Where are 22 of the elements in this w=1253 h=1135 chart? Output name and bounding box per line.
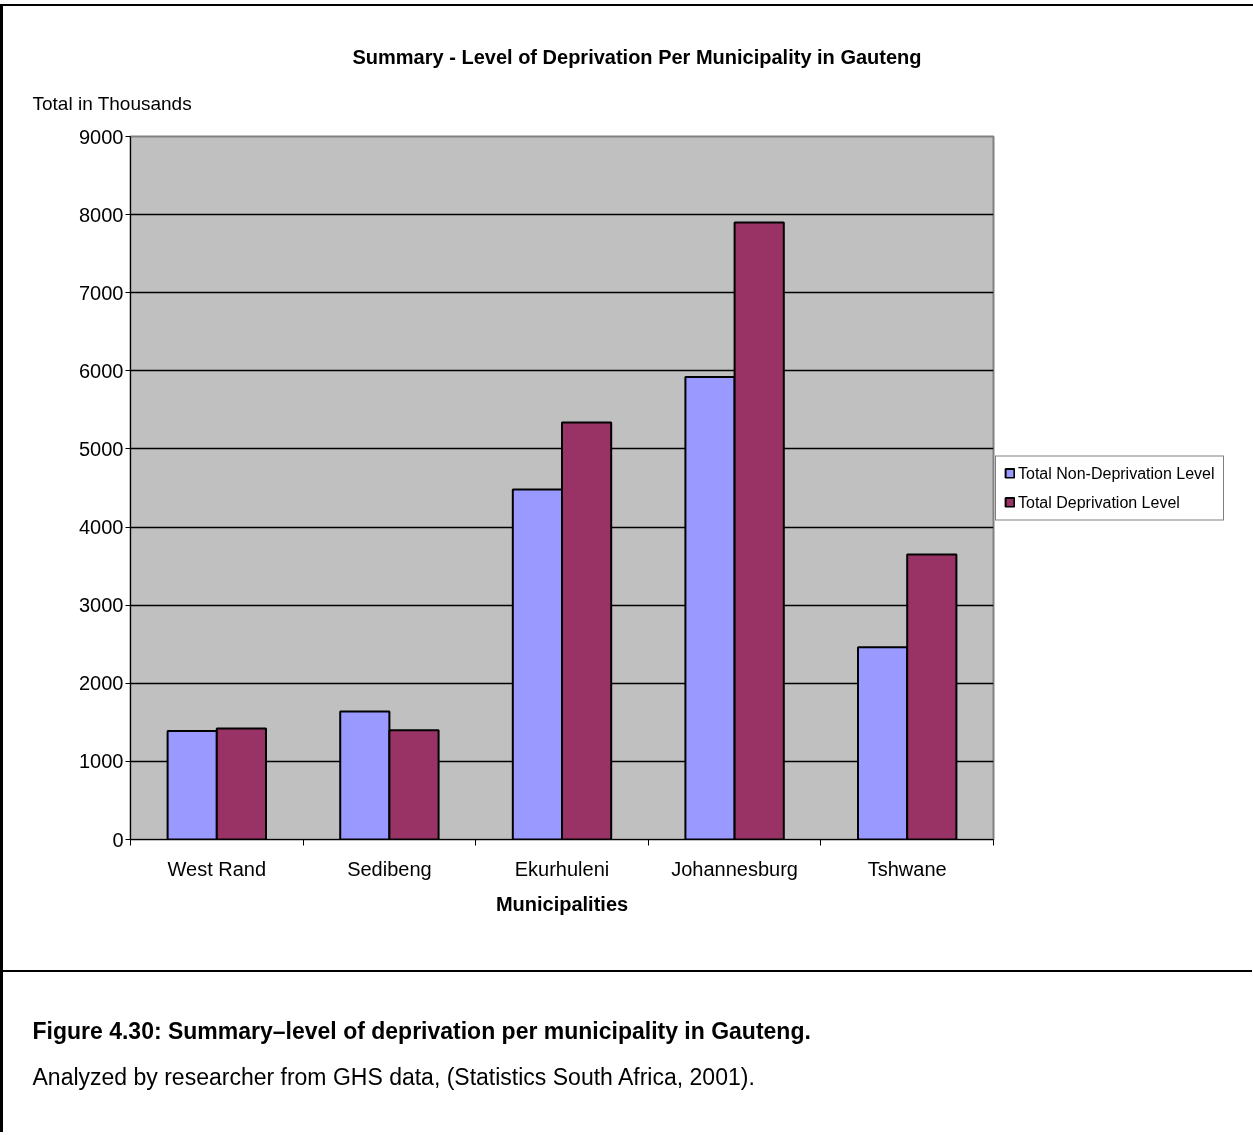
y-tick-label: 4000 bbox=[79, 516, 124, 539]
y-tick-label: 1000 bbox=[79, 750, 124, 773]
y-tick-label: 7000 bbox=[79, 281, 124, 304]
y-tick-label: 0 bbox=[112, 828, 124, 851]
x-axis-title: Municipalities bbox=[495, 892, 629, 915]
y-tick-label: 3000 bbox=[79, 594, 124, 617]
legend-label: Total Deprivation Level bbox=[1018, 493, 1180, 511]
x-tick-label: Ekurhuleni bbox=[514, 857, 610, 880]
y-tick-label: 6000 bbox=[79, 359, 124, 382]
y-axis-title: Total in Thousands bbox=[32, 92, 192, 114]
chart-title: Summary - Level of Deprivation Per Municipality in Gauteng bbox=[352, 45, 922, 68]
y-tick-label: 8000 bbox=[79, 203, 124, 226]
legend-label: Total Non-Deprivation Level bbox=[1018, 464, 1215, 482]
x-tick-label: West Rand bbox=[167, 857, 267, 880]
y-tick-label: 2000 bbox=[79, 672, 124, 695]
x-tick-label: Johannesburg bbox=[671, 857, 798, 880]
y-tick-label: 9000 bbox=[79, 125, 124, 148]
x-tick-label: Tshwane bbox=[867, 857, 947, 880]
x-tick-label: Sedibeng bbox=[347, 857, 432, 880]
caption: Figure 4.30: Summary–level of deprivation per municipality in Gauteng. bbox=[32, 1017, 811, 1044]
y-tick-label: 5000 bbox=[79, 437, 124, 460]
text: Analyzed by researcher from GHS data, (Statistics South Africa, 2001). bbox=[32, 1063, 755, 1090]
